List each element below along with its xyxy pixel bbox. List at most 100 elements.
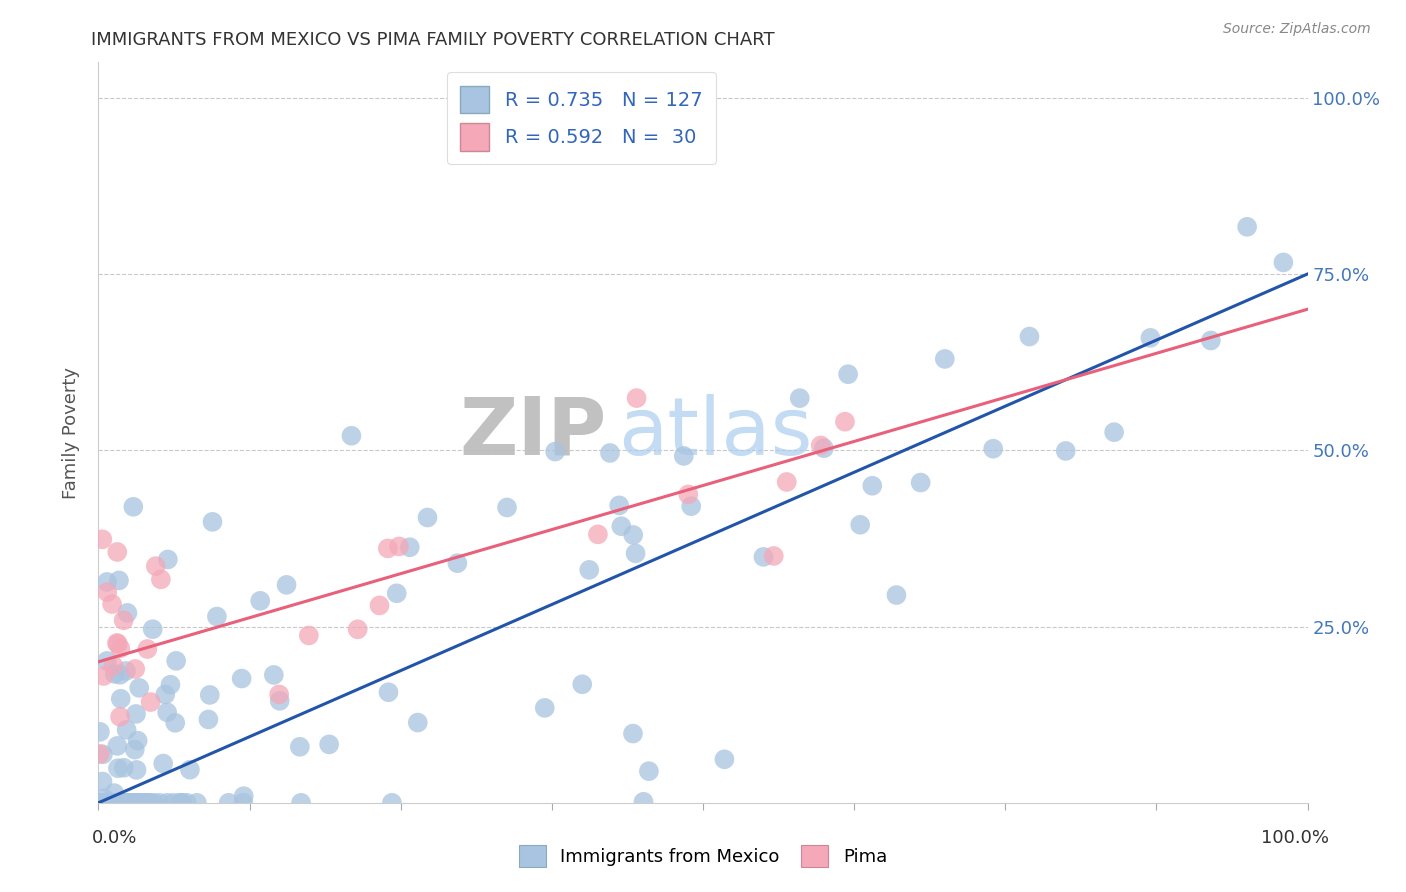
Point <box>110 796 132 810</box>
Point <box>108 574 131 588</box>
Point <box>416 510 439 524</box>
Point <box>142 796 165 810</box>
Point <box>129 796 152 810</box>
Point <box>89 724 111 739</box>
Point <box>849 517 872 532</box>
Point <box>179 763 201 777</box>
Point <box>90 796 112 810</box>
Point <box>91 796 114 810</box>
Point <box>578 563 600 577</box>
Point <box>813 441 835 455</box>
Point <box>138 796 160 810</box>
Point <box>1199 334 1222 348</box>
Text: 100.0%: 100.0% <box>1261 829 1329 847</box>
Point <box>105 739 128 753</box>
Point <box>120 796 142 810</box>
Point <box>533 701 555 715</box>
Point <box>135 796 157 810</box>
Point <box>115 723 138 737</box>
Point <box>910 475 932 490</box>
Point <box>165 654 187 668</box>
Point <box>91 774 114 789</box>
Point <box>145 559 167 574</box>
Point <box>1054 444 1077 458</box>
Point <box>128 681 150 695</box>
Point <box>117 606 139 620</box>
Point <box>155 687 177 701</box>
Point <box>91 747 114 762</box>
Point <box>544 444 567 458</box>
Point <box>96 585 118 599</box>
Point <box>186 796 208 810</box>
Point <box>121 796 143 810</box>
Point <box>122 500 145 514</box>
Point <box>681 499 703 513</box>
Point <box>120 796 142 810</box>
Point <box>115 796 138 810</box>
Point <box>105 545 128 559</box>
Point <box>201 515 224 529</box>
Point <box>107 761 129 775</box>
Point <box>172 796 194 810</box>
Text: IMMIGRANTS FROM MEXICO VS PIMA FAMILY POVERTY CORRELATION CHART: IMMIGRANTS FROM MEXICO VS PIMA FAMILY PO… <box>91 31 775 49</box>
Point <box>198 688 221 702</box>
Point <box>142 622 165 636</box>
Point <box>1272 255 1295 269</box>
Point <box>290 796 312 810</box>
Point <box>232 789 254 804</box>
Point <box>96 796 118 810</box>
Point <box>110 641 132 656</box>
Legend: Immigrants from Mexico, Pima: Immigrants from Mexico, Pima <box>512 838 894 874</box>
Point <box>385 586 408 600</box>
Point <box>115 664 138 678</box>
Point <box>834 415 856 429</box>
Point <box>621 528 644 542</box>
Point <box>298 628 321 642</box>
Point <box>621 726 644 740</box>
Point <box>205 609 228 624</box>
Y-axis label: Family Poverty: Family Poverty <box>62 367 80 499</box>
Point <box>132 796 155 810</box>
Point <box>776 475 799 489</box>
Point <box>638 764 661 779</box>
Point <box>981 442 1004 456</box>
Point <box>496 500 519 515</box>
Point <box>89 747 111 761</box>
Point <box>586 527 609 541</box>
Point <box>105 636 128 650</box>
Point <box>789 391 811 405</box>
Text: 0.0%: 0.0% <box>91 829 136 847</box>
Point <box>276 578 298 592</box>
Point <box>89 796 111 810</box>
Point <box>713 752 735 766</box>
Point <box>136 642 159 657</box>
Point <box>110 691 132 706</box>
Point <box>101 796 124 810</box>
Point <box>232 796 254 810</box>
Point <box>624 546 647 560</box>
Point <box>134 796 156 810</box>
Point <box>672 449 695 463</box>
Point <box>149 573 172 587</box>
Point <box>678 487 700 501</box>
Point <box>446 556 468 570</box>
Point <box>156 706 179 720</box>
Point <box>633 795 655 809</box>
Point <box>124 662 146 676</box>
Point <box>132 796 155 810</box>
Point <box>104 666 127 681</box>
Point <box>1236 219 1258 234</box>
Point <box>165 715 187 730</box>
Text: atlas: atlas <box>619 393 813 472</box>
Point <box>107 637 129 651</box>
Point <box>607 499 630 513</box>
Point <box>377 541 399 556</box>
Point <box>860 479 883 493</box>
Point <box>152 756 174 771</box>
Text: ZIP: ZIP <box>458 393 606 472</box>
Point <box>1139 331 1161 345</box>
Point <box>346 622 368 636</box>
Point <box>156 796 179 810</box>
Legend: R = 0.735   N = 127, R = 0.592   N =  30: R = 0.735 N = 127, R = 0.592 N = 30 <box>447 72 716 164</box>
Point <box>934 351 956 366</box>
